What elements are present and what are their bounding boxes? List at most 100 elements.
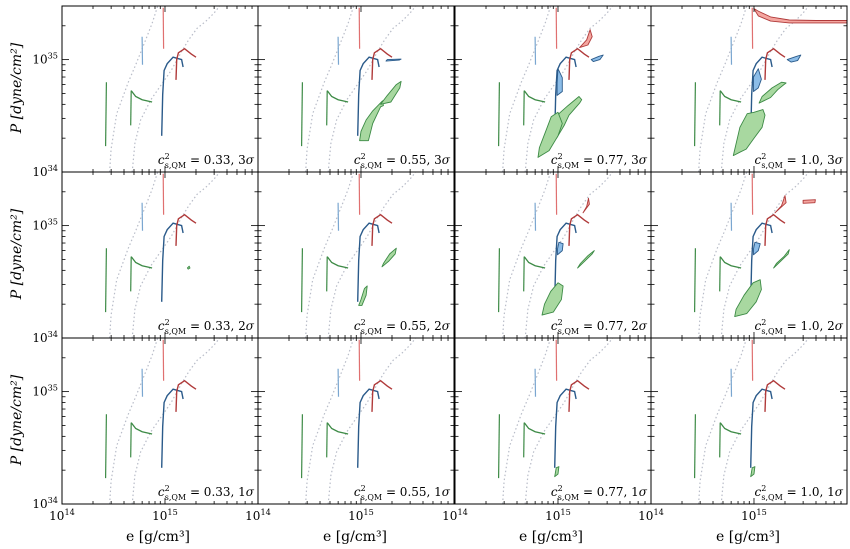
dotted-curve-2: [524, 172, 614, 338]
red-curve: [371, 213, 393, 246]
dotted-curve-2: [131, 172, 221, 338]
panel-frame: [61, 5, 259, 173]
green-vertical-2: [523, 256, 525, 292]
green-vertical-2: [326, 90, 328, 126]
green-vertical-1: [301, 414, 303, 479]
panel-plot-area: [498, 338, 614, 504]
panel-plot-area: [105, 338, 221, 504]
panel-label: c2 s,QM = 0.33, 1σ: [158, 484, 255, 502]
red-region-5: [774, 195, 787, 214]
x-tick-label-1e15: 1015: [152, 507, 178, 523]
green-vertical-2: [719, 90, 721, 126]
panel-ticks: [650, 171, 848, 339]
panel-5: 1035 1034 c2 s,QM = 0.33, 2σ: [32, 171, 259, 345]
blue-curve: [357, 388, 380, 468]
panel-plot-area: [301, 6, 417, 172]
green-region-1: [186, 265, 191, 270]
dotted-curve-1: [305, 6, 355, 172]
panel-frame: [257, 171, 455, 339]
xlabel-col-4: e [g/cm³]: [716, 529, 780, 545]
panel-2: c2 s,QM = 0.55, 3σ: [257, 5, 455, 173]
panel-plot-area: [694, 6, 847, 172]
ylabel-row-3: P [dyne/cm²]: [9, 374, 25, 466]
red-curve: [764, 379, 786, 412]
panel-ticks: [454, 337, 652, 505]
dotted-curve-1: [305, 338, 355, 504]
green-curve: [326, 422, 349, 435]
panel-plot-area: [694, 172, 816, 338]
dotted-curve-2: [720, 172, 810, 338]
green-region-1: [554, 466, 560, 478]
red-region-4: [802, 199, 816, 204]
green-region-1: [358, 285, 368, 306]
green-vertical-1: [694, 248, 696, 313]
green-vertical-2: [719, 256, 721, 292]
dotted-curve-1: [109, 172, 159, 338]
panel-plot-area: [105, 6, 221, 172]
y-tick-label-1e35: 1035: [32, 383, 58, 399]
green-vertical-1: [301, 82, 303, 147]
y-tick-label-1e34: 1034: [32, 163, 58, 179]
panel-plot-area: [498, 6, 614, 172]
panel-plot-area: [301, 172, 417, 338]
green-vertical-1: [694, 82, 696, 147]
ylabel-row-1: P [dyne/cm²]: [9, 42, 25, 134]
green-vertical-1: [498, 248, 500, 313]
panel-12: 1014 1015 c2 s,QM = 1.0, 1σ: [638, 337, 848, 523]
dotted-curve-2: [524, 6, 614, 172]
green-vertical-1: [498, 414, 500, 479]
xlabel-col-1: e [g/cm³]: [126, 529, 190, 545]
panel-label: c2 s,QM = 0.33, 2σ: [158, 318, 255, 336]
panel-6: c2 s,QM = 0.55, 2σ: [257, 171, 455, 339]
red-region-1: [753, 8, 847, 24]
green-vertical-2: [326, 422, 328, 458]
panel-ticks: [454, 5, 652, 173]
red-curve: [568, 213, 590, 246]
green-curve: [130, 90, 153, 103]
panel-label: c2 s,QM = 0.77, 3σ: [551, 152, 648, 170]
panel-frame: [257, 5, 455, 173]
blue-curve: [161, 56, 184, 136]
panel-plot-area: [301, 338, 417, 504]
blue-curve: [357, 56, 380, 136]
panel-11: 1014 1015 c2 s,QM = 0.77, 1σ: [442, 337, 652, 523]
green-curve: [719, 422, 742, 435]
blue-curve: [750, 222, 773, 302]
x-tick-label-1e15: 1015: [545, 507, 571, 523]
y-tick-label-1e35: 1035: [32, 51, 58, 67]
panel-label: c2 s,QM = 0.77, 2σ: [551, 318, 648, 336]
blue-curve: [554, 388, 577, 468]
blue-region-3: [753, 68, 762, 92]
panel-8: c2 s,QM = 1.0, 2σ: [650, 171, 848, 339]
panel-ticks: [650, 5, 848, 173]
panel-frame: [61, 337, 259, 505]
x-tick-label-1e14: 1014: [49, 507, 75, 523]
red-curve: [175, 213, 197, 246]
green-vertical-1: [694, 414, 696, 479]
dotted-curve-2: [524, 338, 614, 504]
green-vertical-1: [301, 248, 303, 313]
green-vertical-2: [523, 422, 525, 458]
y-tick-label-1e34: 1034: [32, 495, 58, 511]
blue-curve: [161, 388, 184, 468]
panel-frame: [454, 337, 652, 505]
y-tick-label-1e34: 1034: [32, 329, 58, 345]
green-region-1: [750, 466, 756, 478]
dotted-curve-1: [698, 6, 748, 172]
panel-label: c2 s,QM = 0.55, 1σ: [354, 484, 451, 502]
panel-10: 1014 1015 c2 s,QM = 0.55, 1σ: [245, 337, 455, 523]
x-tick-label-1e14: 1014: [442, 507, 468, 523]
green-region-4: [758, 81, 787, 104]
x-tick-label-1e14: 1014: [245, 507, 271, 523]
green-curve: [523, 422, 546, 435]
green-region-5: [732, 109, 766, 157]
green-region-2: [381, 247, 397, 268]
panel-plot-area: [105, 172, 221, 338]
blue-region-2: [786, 54, 802, 63]
xlabel-col-2: e [g/cm³]: [323, 529, 387, 545]
red-curve: [568, 379, 590, 412]
dotted-curve-2: [327, 172, 417, 338]
dotted-curve-2: [131, 6, 221, 172]
